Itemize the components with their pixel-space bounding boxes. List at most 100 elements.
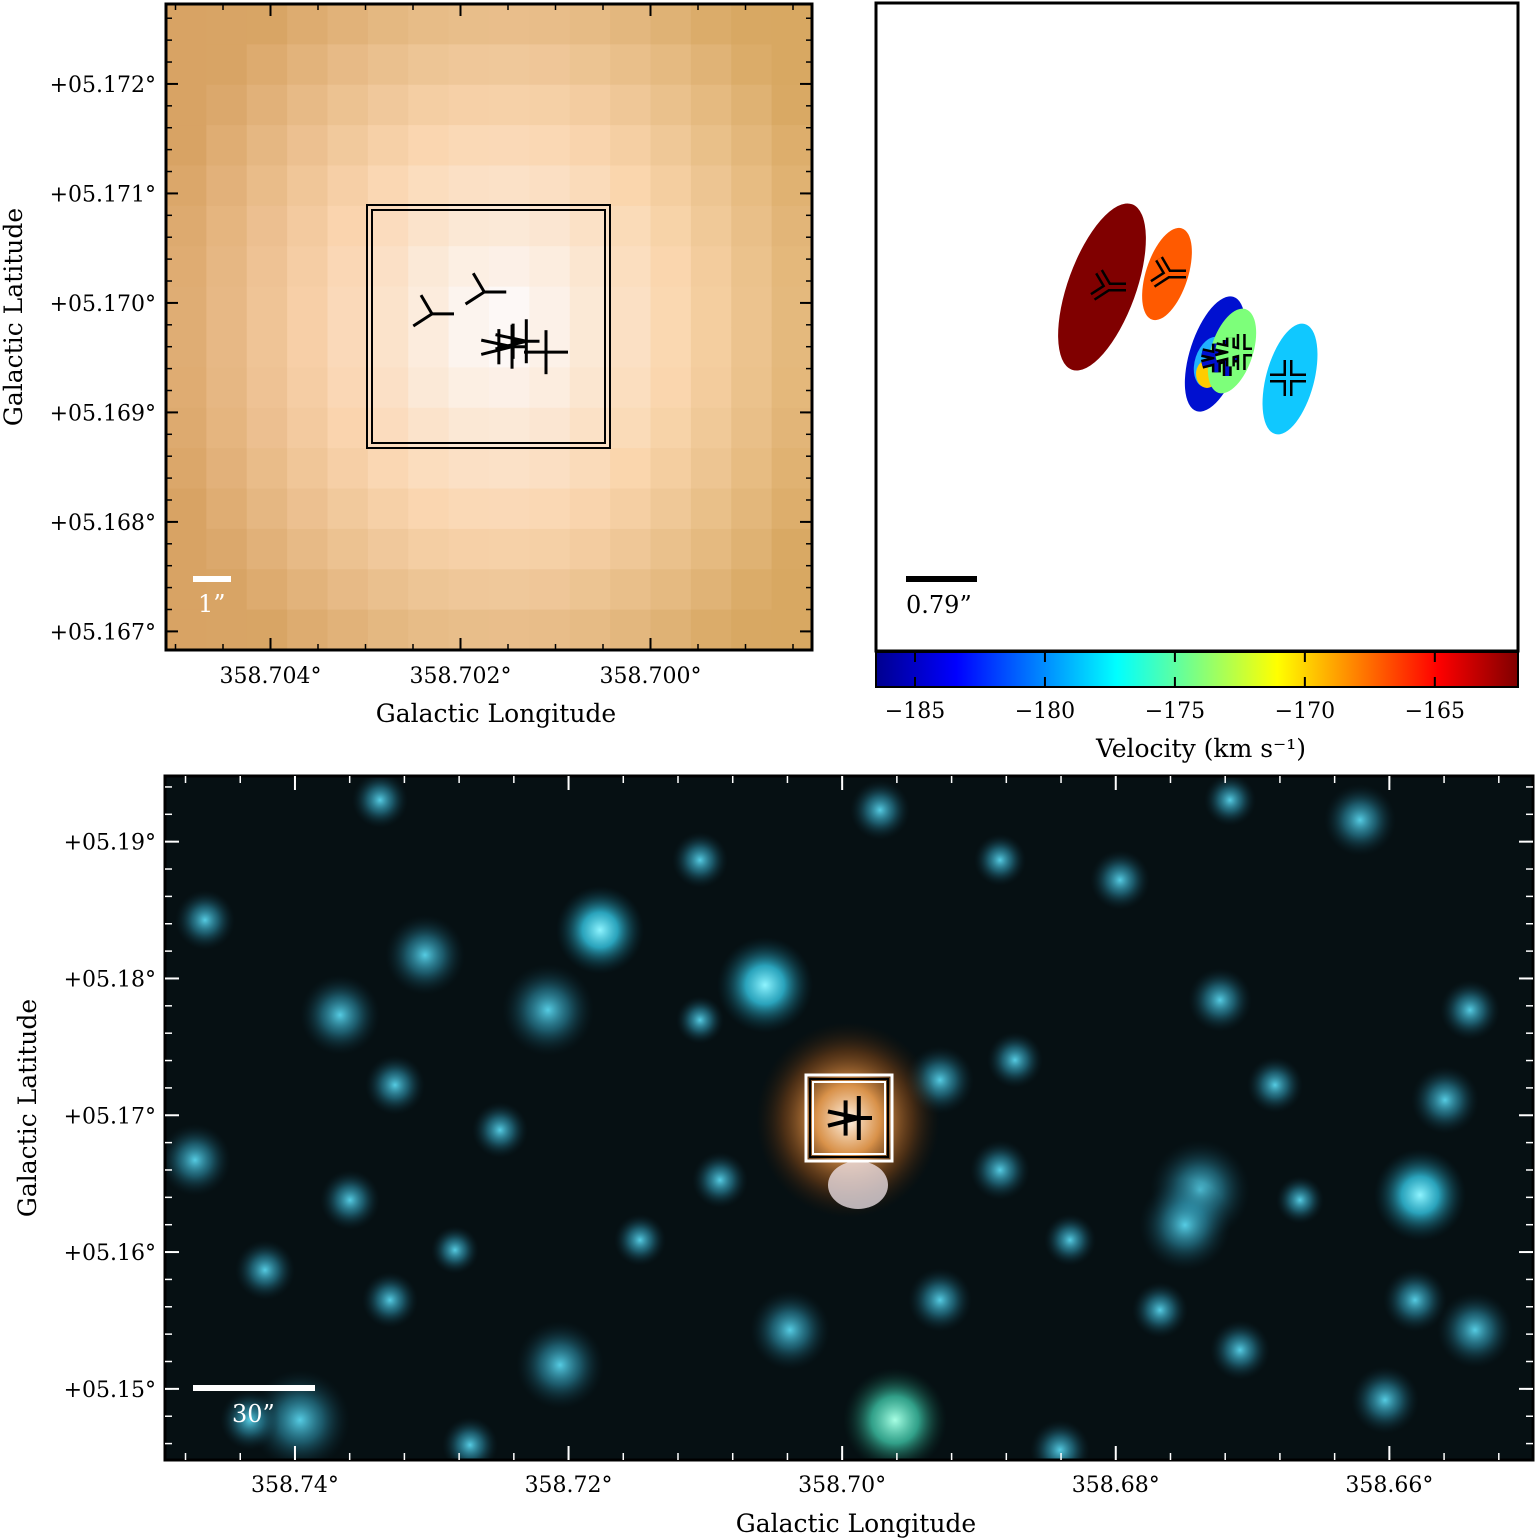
star-blob xyxy=(843,1368,947,1460)
star-blob xyxy=(1139,1179,1231,1271)
star-blob xyxy=(431,1226,479,1274)
wide-field-y-tick-label: +05.16° xyxy=(64,1241,156,1266)
zoom-y-tick-label: +05.170° xyxy=(50,292,156,317)
wide-field-axes: 358.74° 358.72° 358.70° 358.68° 358.66° +05.1… xyxy=(64,776,1533,1498)
colorbar-gradient xyxy=(875,651,1519,688)
star-blob xyxy=(556,886,644,974)
colorbar-tick-label: −170 xyxy=(1275,699,1335,724)
zoom-x-tick-label: 358.702° xyxy=(410,664,512,689)
zoom-axes: 358.704° 358.702° 358.700° +05.172° +05.171°… xyxy=(50,4,812,689)
zoom-y-axis-label: Galactic Latitude xyxy=(0,208,28,426)
zoom-x-tick-label: 358.704° xyxy=(220,664,322,689)
wide-field-scale-bar: 30” xyxy=(193,1385,315,1428)
star-blob xyxy=(1044,1214,1096,1266)
zoom-aperture-box xyxy=(366,204,611,449)
zoom-marker-5 xyxy=(524,330,568,375)
colorbar-label: Velocity (km s⁻¹) xyxy=(1095,734,1306,763)
star-blob xyxy=(1090,850,1150,910)
zoom-scale-bar: 1” xyxy=(193,576,231,618)
star-blob xyxy=(717,937,813,1033)
colorbar-tick-label: −165 xyxy=(1405,699,1465,724)
star-blob xyxy=(175,890,235,950)
wide-field-x-tick-label: 358.66° xyxy=(1345,1473,1433,1498)
star-blob xyxy=(1374,1149,1466,1241)
star-blob xyxy=(1132,1282,1188,1338)
star-blob xyxy=(1210,1320,1270,1380)
wide-field-frame xyxy=(163,774,1535,1462)
colorbar-tick-label: −180 xyxy=(1015,699,1075,724)
wide-field-x-tick-label: 358.68° xyxy=(1072,1473,1160,1498)
star-blob xyxy=(442,1417,498,1460)
colorbar-tick-label: −185 xyxy=(885,699,945,724)
star-blob xyxy=(672,832,728,888)
wide-field-y-axis-label: Galactic Latitude xyxy=(13,999,42,1217)
star-blob xyxy=(516,1321,604,1409)
wide-field-stars xyxy=(165,776,1513,1460)
colorbar xyxy=(875,651,1519,688)
star-blob xyxy=(320,1170,380,1230)
star-blob xyxy=(385,915,465,995)
wide-field-x-tick-label: 358.74° xyxy=(251,1473,339,1498)
star-blob xyxy=(970,1140,1030,1200)
zoom-scale-label: 1” xyxy=(198,590,226,618)
star-blob xyxy=(1188,968,1252,1032)
star-blob xyxy=(250,1370,350,1460)
zoom-image-pixels xyxy=(166,4,812,650)
wide-field-markers xyxy=(827,1096,872,1140)
wide-field-marker xyxy=(827,1096,872,1140)
zoom-y-tick-label: +05.168° xyxy=(50,511,156,536)
zoom-y-tick-label: +05.171° xyxy=(50,182,156,207)
star-blob xyxy=(987,1032,1043,1088)
star-blob xyxy=(362,1272,418,1328)
zoom-y-tick-label: +05.169° xyxy=(50,401,156,426)
velocity-marker-4 xyxy=(1214,334,1252,370)
velocity-scale-bar: 0.79” xyxy=(906,576,977,619)
star-blob xyxy=(365,1055,425,1115)
zoom-y-tick-label: +05.172° xyxy=(50,73,156,98)
star-blob xyxy=(1411,1066,1479,1134)
star-blob xyxy=(850,780,910,840)
velocity-scale-label: 0.79” xyxy=(906,591,972,619)
star-blob xyxy=(300,975,380,1055)
star-blob xyxy=(1351,1366,1419,1434)
velocity-marker-2 xyxy=(1150,256,1186,288)
star-blob xyxy=(1030,1420,1090,1460)
star-blob xyxy=(1204,776,1256,826)
star-blob xyxy=(1440,980,1500,1040)
velocity-marker-5 xyxy=(1270,360,1306,396)
zoom-x-tick-label: 358.700° xyxy=(600,664,702,689)
zoom-marker-2 xyxy=(464,272,507,306)
colorbar-ticks: −185 −180 −175 −170 −165 xyxy=(885,652,1465,724)
star-blob xyxy=(750,1290,830,1370)
wide-field-y-tick-label: +05.18° xyxy=(64,967,156,992)
wide-field-y-tick-label: +05.17° xyxy=(64,1104,156,1129)
star-blob xyxy=(614,1214,666,1266)
star-blob xyxy=(1247,1057,1303,1113)
zoom-marker-1 xyxy=(412,294,454,328)
star-blob xyxy=(165,1124,231,1196)
zoom-markers xyxy=(412,272,568,375)
star-blob xyxy=(472,1102,528,1158)
wide-field-x-axis-label: Galactic Longitude xyxy=(736,1509,976,1538)
wide-field-y-tick-label: +05.15° xyxy=(64,1378,156,1403)
velocity-markers xyxy=(1090,256,1306,396)
star-blob xyxy=(1383,1268,1447,1332)
star-blob xyxy=(908,1268,972,1332)
star-blob xyxy=(692,1152,748,1208)
velocity-marker-1 xyxy=(1090,269,1126,301)
zoom-frame xyxy=(164,2,814,652)
wide-field-x-tick-label: 358.72° xyxy=(525,1473,613,1498)
wide-field-y-tick-label: +05.19° xyxy=(64,831,156,856)
velocity-panel-frame xyxy=(874,1,1520,653)
star-blob xyxy=(1276,1176,1324,1224)
star-blob xyxy=(352,776,408,828)
star-blob xyxy=(676,996,724,1044)
star-blob xyxy=(1324,784,1396,856)
star-blob xyxy=(502,964,594,1056)
star-blob xyxy=(235,1240,295,1300)
wide-field-aperture-box xyxy=(804,1073,894,1163)
wide-field-x-tick-label: 358.70° xyxy=(798,1473,886,1498)
star-blob xyxy=(220,1390,280,1450)
zoom-marker-4 xyxy=(495,319,540,364)
